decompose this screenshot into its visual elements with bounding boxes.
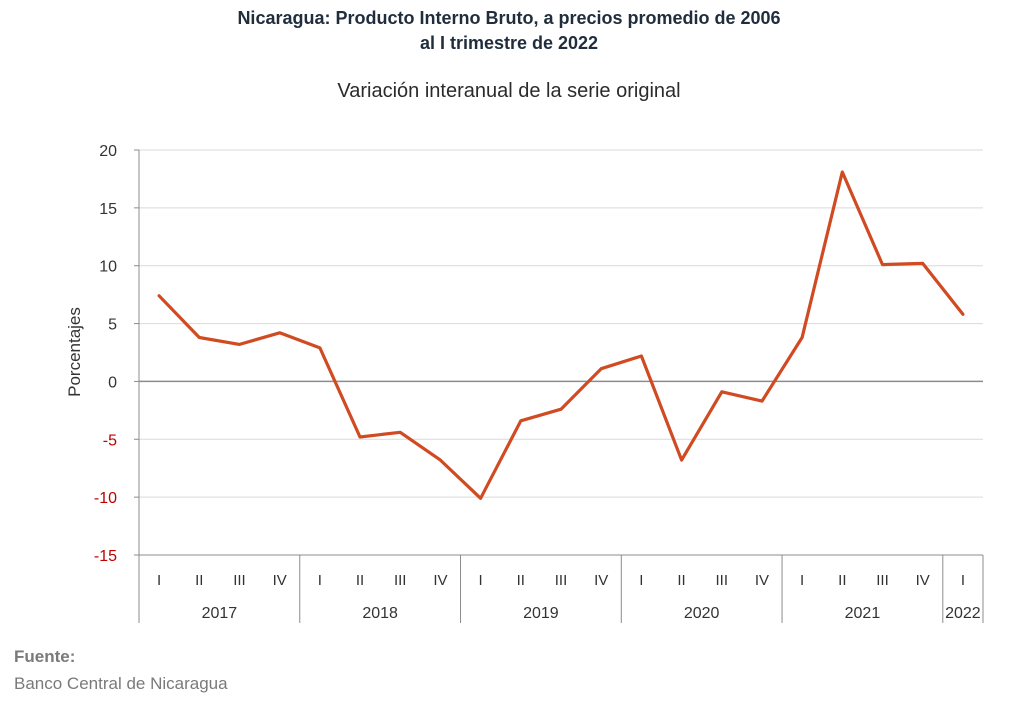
y-axis-label: Porcentajes <box>65 307 84 397</box>
x-tick-label: II <box>838 572 846 589</box>
y-tick-label: 5 <box>108 317 117 334</box>
x-group-label: 2020 <box>684 605 720 622</box>
x-group-label: 2019 <box>523 605 559 622</box>
source-note: Fuente: Banco Central de Nicaragua <box>14 643 228 697</box>
chart-subtitle: Variación interanual de la serie origina… <box>337 80 681 102</box>
series-layer <box>157 170 965 500</box>
x-tick-label: III <box>233 572 246 589</box>
x-group-label: 2018 <box>362 605 398 622</box>
x-tick-label: IV <box>273 572 287 589</box>
x-tick-label: III <box>394 572 407 589</box>
x-tick-label: IV <box>594 572 608 589</box>
x-tick-label: I <box>961 572 965 589</box>
y-tick-label: 20 <box>99 143 117 160</box>
x-tick-label: I <box>639 572 643 589</box>
y-tick-label: 15 <box>99 201 117 218</box>
series-line <box>157 170 965 500</box>
y-tick-label: -10 <box>94 490 117 507</box>
chart-title-line-2: al I trimestre de 2022 <box>419 33 599 53</box>
x-tick-label: IV <box>433 572 447 589</box>
y-tick-label: 10 <box>99 259 117 276</box>
y-tick-label: -15 <box>94 548 117 565</box>
x-tick-label: IV <box>755 572 769 589</box>
chart-title: Nicaragua: Producto Interno Bruto, a pre… <box>0 6 1018 56</box>
x-tick-label: I <box>318 572 322 589</box>
grid-lines <box>139 149 983 556</box>
x-tick-label: II <box>677 572 685 589</box>
x-group-label: 2022 <box>945 605 981 622</box>
source-text: Banco Central de Nicaragua <box>14 674 228 693</box>
y-tick-label: 0 <box>108 374 117 391</box>
y-axis: 20 15 10 5 0 -5 -10 -15 <box>94 143 140 565</box>
x-group-label: 2017 <box>202 605 238 622</box>
x-tick-label: II <box>356 572 364 589</box>
chart-title-line-1: Nicaragua: Producto Interno Bruto, a pre… <box>237 8 781 28</box>
x-tick-label: I <box>800 572 804 589</box>
y-tick-label: -5 <box>103 432 117 449</box>
x-tick-label: II <box>195 572 203 589</box>
x-tick-label: III <box>555 572 568 589</box>
x-tick-label: II <box>517 572 525 589</box>
x-tick-label: III <box>876 572 889 589</box>
x-tick-label: III <box>716 572 729 589</box>
x-tick-label: IV <box>916 572 930 589</box>
x-tick-label: I <box>479 572 483 589</box>
source-label: Fuente: <box>14 647 76 666</box>
x-group-label: 2021 <box>845 605 881 622</box>
x-axis: I II III IV I II III IV I II III IV I II III IV I II III IV… <box>138 554 984 623</box>
x-tick-label: I <box>157 572 161 589</box>
